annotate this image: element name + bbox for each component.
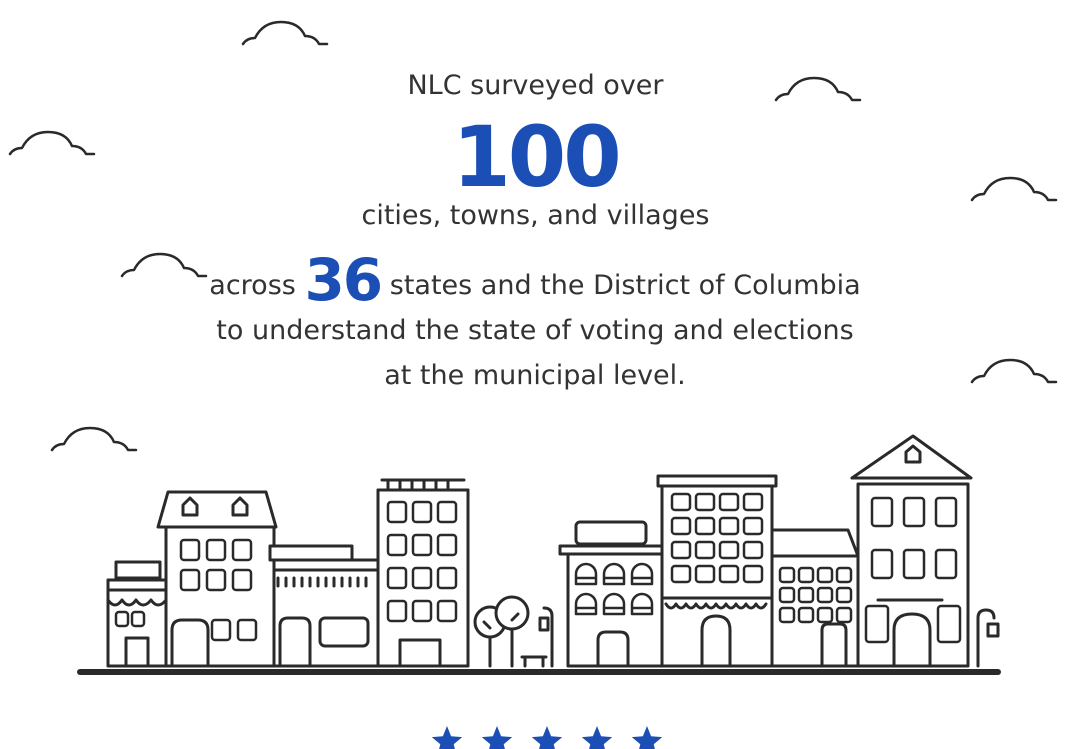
building-sign xyxy=(576,522,646,544)
lead-text: across xyxy=(209,270,296,301)
building-top xyxy=(270,546,352,560)
highlight-number: 36 xyxy=(304,246,381,314)
star xyxy=(532,726,562,749)
building xyxy=(662,486,772,666)
building xyxy=(858,484,968,666)
subject-text: cities, towns, and villages xyxy=(0,200,1071,231)
body-paragraph: across 36 states and the District of Col… xyxy=(205,258,865,398)
page: {"header": {"intro": "NLC surveyed over"… xyxy=(0,0,1071,749)
street-lamp xyxy=(978,610,998,666)
cornice xyxy=(378,480,468,490)
rating-stars xyxy=(432,726,662,749)
cloud xyxy=(122,254,206,276)
bench xyxy=(522,657,546,666)
intro-text: NLC surveyed over xyxy=(0,70,1071,101)
cloud xyxy=(972,360,1056,382)
ledge xyxy=(560,546,672,554)
gable-roof xyxy=(852,436,971,478)
roof xyxy=(158,492,276,527)
highlight-number: 100 xyxy=(0,112,1071,202)
cloud xyxy=(52,428,136,450)
roof xyxy=(772,530,858,556)
star xyxy=(432,726,462,749)
cloud xyxy=(243,22,327,44)
tree xyxy=(496,597,528,629)
star xyxy=(582,726,612,749)
star xyxy=(482,726,512,749)
building xyxy=(274,560,378,666)
building-sign xyxy=(116,562,160,578)
city-skyline xyxy=(80,436,998,672)
star xyxy=(632,726,662,749)
cornice xyxy=(658,476,776,486)
